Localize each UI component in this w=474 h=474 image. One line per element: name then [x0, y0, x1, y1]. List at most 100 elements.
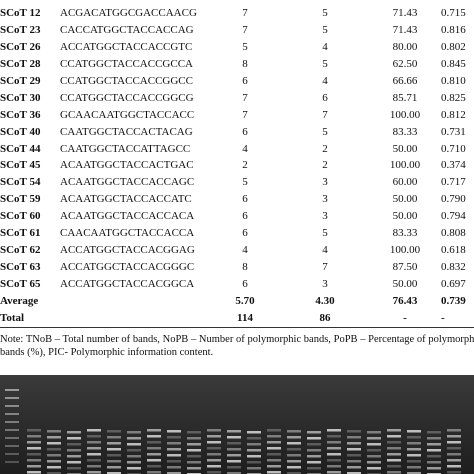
table-rule [0, 327, 474, 328]
gel-band [5, 397, 19, 399]
gel-band [307, 443, 321, 446]
primer-sequence: CCATGGCTACCACCGGCG [60, 91, 194, 104]
gel-band [127, 455, 141, 458]
gel-band [27, 441, 41, 444]
gel-band [207, 441, 221, 444]
primer-name: SCoT 44 [0, 142, 41, 155]
nopb: 5 [322, 227, 328, 240]
gel-band [27, 447, 41, 450]
primer-name: SCoT 65 [0, 278, 41, 291]
nopb: 5 [322, 23, 328, 36]
gel-band [447, 447, 461, 450]
gel-band [47, 436, 61, 439]
gel-band [247, 467, 261, 470]
popb: 66.66 [392, 74, 418, 87]
gel-band [327, 471, 341, 474]
gel-band [5, 445, 19, 447]
pic: 0.816 [441, 23, 466, 36]
primer-name: SCoT 62 [0, 244, 41, 257]
popb: 50.00 [392, 278, 418, 291]
gel-band [267, 459, 281, 462]
nopb: 4 [322, 244, 328, 257]
gel-band [287, 472, 301, 474]
gel-band [167, 466, 181, 469]
gel-band [67, 461, 81, 464]
primer-sequence: CCATGGCTACCACCGCCA [60, 57, 193, 70]
gel-band [147, 465, 161, 468]
popb: - [403, 312, 407, 324]
gel-band [327, 441, 341, 444]
popb: 83.33 [392, 227, 418, 240]
tnob: 5 [242, 40, 248, 53]
pic: 0.710 [441, 142, 466, 155]
gel-band [87, 429, 101, 432]
tnob: 6 [242, 227, 248, 240]
primer-name: SCoT 26 [0, 40, 41, 53]
gel-band [267, 435, 281, 438]
nopb: 2 [322, 159, 328, 172]
gel-band [407, 454, 421, 457]
nopb: 7 [322, 108, 328, 121]
tnob: 5.70 [235, 295, 255, 307]
gel-band [387, 453, 401, 456]
gel-band [307, 431, 321, 434]
gel-band [5, 413, 19, 415]
gel-band [347, 466, 361, 469]
gel-band [367, 455, 381, 458]
pic: 0.618 [441, 244, 466, 257]
gel-band [247, 449, 261, 452]
pic: 0.802 [441, 40, 466, 53]
gel-band [387, 465, 401, 468]
gel-band [327, 465, 341, 468]
popb: 85.71 [392, 91, 418, 104]
gel-band [247, 455, 261, 458]
primer-name: SCoT 28 [0, 57, 41, 70]
gel-band [287, 466, 301, 469]
gel-band [27, 453, 41, 456]
gel-band [267, 465, 281, 468]
gel-band [127, 437, 141, 440]
gel-band [147, 429, 161, 432]
pic: 0.374 [441, 159, 466, 172]
table-note: Note: TNoB – Total number of bands, NoPB… [0, 334, 474, 358]
gel-band [27, 429, 41, 432]
gel-band [387, 435, 401, 438]
tnob: 6 [242, 278, 248, 291]
tnob: 5 [242, 176, 248, 189]
gel-band [367, 461, 381, 464]
nopb: 6 [322, 91, 328, 104]
gel-band [427, 455, 441, 458]
popb: 100.00 [389, 108, 421, 121]
gel-band [407, 436, 421, 439]
gel-band [307, 455, 321, 458]
gel-band [407, 430, 421, 433]
gel-band [307, 461, 321, 464]
gel-band [127, 431, 141, 434]
gel-band [287, 448, 301, 451]
gel-band [427, 431, 441, 434]
gel-band [207, 435, 221, 438]
gel-band [387, 471, 401, 474]
gel-band [167, 430, 181, 433]
gel-band [207, 429, 221, 432]
gel-band [47, 472, 61, 474]
tnob: 8 [242, 261, 248, 274]
gel-band [167, 436, 181, 439]
pic: 0.717 [441, 176, 466, 189]
gel-band [407, 472, 421, 474]
primer-sequence: ACCATGGCTACCACCGTC [60, 40, 193, 53]
primer-name: SCoT 45 [0, 159, 41, 172]
gel-band [227, 466, 241, 469]
gel-band [147, 435, 161, 438]
gel-band [227, 442, 241, 445]
popb: 83.33 [392, 125, 418, 138]
gel-band [67, 455, 81, 458]
gel-band [327, 429, 341, 432]
gel-band [107, 472, 121, 474]
gel-band [167, 460, 181, 463]
primer-sequence: ACCATGGCTACCACGGCA [60, 278, 195, 291]
nopb: 5 [322, 57, 328, 70]
popb: 100.00 [389, 159, 421, 172]
gel-band [127, 449, 141, 452]
